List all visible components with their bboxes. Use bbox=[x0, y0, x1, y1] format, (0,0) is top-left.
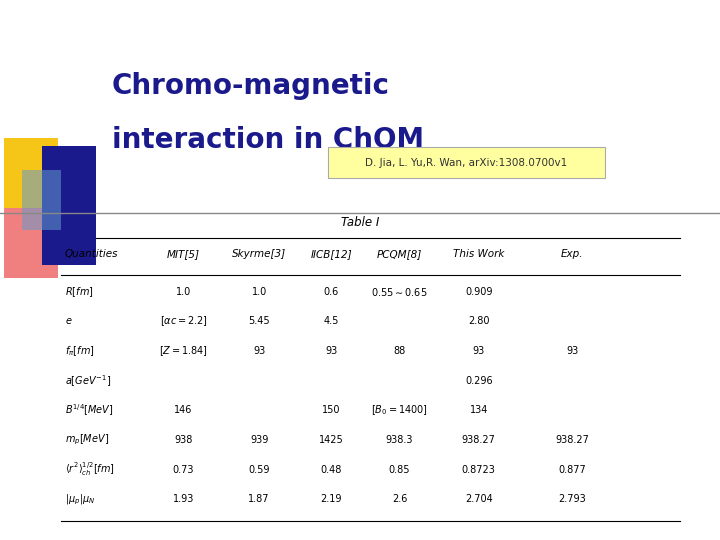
Text: 88: 88 bbox=[393, 346, 406, 356]
Text: 0.59: 0.59 bbox=[248, 465, 270, 475]
Text: 1.0: 1.0 bbox=[176, 287, 192, 296]
Text: $f_{\pi}[fm]$: $f_{\pi}[fm]$ bbox=[65, 344, 94, 358]
Text: 93: 93 bbox=[253, 346, 266, 356]
Text: $R[fm]$: $R[fm]$ bbox=[65, 285, 94, 299]
Text: 0.48: 0.48 bbox=[320, 465, 342, 475]
Text: $\langle r^2\rangle_{ch}^{1/2}[fm]$: $\langle r^2\rangle_{ch}^{1/2}[fm]$ bbox=[65, 461, 114, 478]
Text: PCQM[8]: PCQM[8] bbox=[377, 249, 422, 259]
Text: 938: 938 bbox=[174, 435, 193, 445]
Text: 938.3: 938.3 bbox=[386, 435, 413, 445]
Text: 93: 93 bbox=[566, 346, 579, 356]
Text: 1425: 1425 bbox=[319, 435, 343, 445]
Text: D. Jia, L. Yu,R. Wan, arXiv:1308.0700v1: D. Jia, L. Yu,R. Wan, arXiv:1308.0700v1 bbox=[366, 158, 567, 167]
Text: Exp.: Exp. bbox=[561, 249, 584, 259]
Text: 5.45: 5.45 bbox=[248, 316, 270, 326]
Text: 0.85: 0.85 bbox=[389, 465, 410, 475]
Text: $[B_0=1400]$: $[B_0=1400]$ bbox=[371, 403, 428, 417]
FancyBboxPatch shape bbox=[328, 147, 605, 178]
Text: $|\mu_p|\mu_N$: $|\mu_p|\mu_N$ bbox=[65, 492, 95, 507]
Text: 0.296: 0.296 bbox=[465, 376, 492, 386]
Text: $B^{1/4}[MeV]$: $B^{1/4}[MeV]$ bbox=[65, 403, 114, 418]
Bar bbox=[42, 146, 96, 265]
Text: Skyrme[3]: Skyrme[3] bbox=[232, 249, 287, 259]
Text: 1.0: 1.0 bbox=[251, 287, 267, 296]
Text: $m_p[MeV]$: $m_p[MeV]$ bbox=[65, 433, 109, 447]
Bar bbox=[22, 170, 61, 230]
Text: 150: 150 bbox=[322, 406, 341, 415]
Text: $e$: $e$ bbox=[65, 316, 73, 326]
Bar bbox=[4, 138, 58, 208]
Text: Table I: Table I bbox=[341, 217, 379, 230]
Text: $a[GeV^{-1}]$: $a[GeV^{-1}]$ bbox=[65, 373, 111, 388]
Text: 4.5: 4.5 bbox=[323, 316, 339, 326]
Text: 93: 93 bbox=[325, 346, 338, 356]
Text: 1.93: 1.93 bbox=[173, 495, 194, 504]
Text: 2.704: 2.704 bbox=[465, 495, 492, 504]
Text: $[Z=1.84]$: $[Z=1.84]$ bbox=[159, 344, 208, 358]
Text: Quantities: Quantities bbox=[65, 249, 118, 259]
Text: 2.6: 2.6 bbox=[392, 495, 408, 504]
Text: 0.6: 0.6 bbox=[323, 287, 339, 296]
Text: $0.55\sim0.65$: $0.55\sim0.65$ bbox=[372, 286, 428, 298]
Text: 1.87: 1.87 bbox=[248, 495, 270, 504]
Text: 134: 134 bbox=[469, 406, 488, 415]
Text: 0.8723: 0.8723 bbox=[462, 465, 496, 475]
Text: 146: 146 bbox=[174, 406, 193, 415]
Text: 2.19: 2.19 bbox=[320, 495, 342, 504]
Text: 938.27: 938.27 bbox=[462, 435, 496, 445]
Text: 938.27: 938.27 bbox=[555, 435, 590, 445]
Text: 0.877: 0.877 bbox=[559, 465, 586, 475]
Text: 93: 93 bbox=[472, 346, 485, 356]
Text: 2.80: 2.80 bbox=[468, 316, 490, 326]
Text: 0.909: 0.909 bbox=[465, 287, 492, 296]
Text: 939: 939 bbox=[250, 435, 269, 445]
Text: 0.73: 0.73 bbox=[173, 465, 194, 475]
Text: 2.793: 2.793 bbox=[559, 495, 586, 504]
Text: MIT[5]: MIT[5] bbox=[167, 249, 200, 259]
Text: IICB[12]: IICB[12] bbox=[310, 249, 352, 259]
Text: Chromo-magnetic: Chromo-magnetic bbox=[112, 72, 390, 100]
Bar bbox=[4, 208, 58, 278]
Text: interaction in ChQM: interaction in ChQM bbox=[112, 126, 424, 154]
Text: This Work: This Work bbox=[453, 249, 505, 259]
Text: $[\alpha c=2.2]$: $[\alpha c=2.2]$ bbox=[160, 314, 207, 328]
